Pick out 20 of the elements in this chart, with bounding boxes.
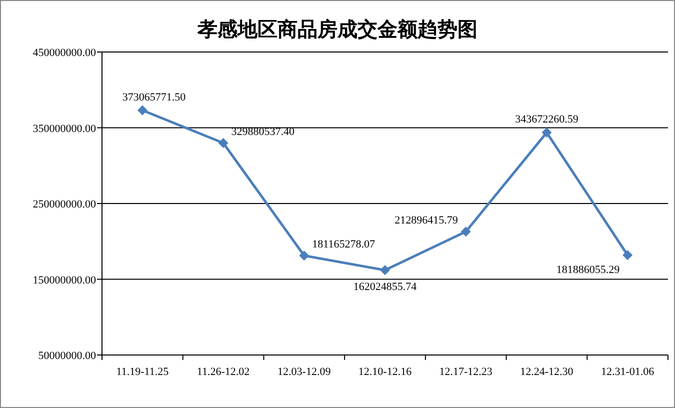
data-label: 343672260.59 xyxy=(515,114,578,126)
xtick: 12.10-12.16 xyxy=(358,366,412,378)
xtick: 11.26-12.02 xyxy=(196,366,250,378)
xtick: 12.17-12.23 xyxy=(439,366,492,378)
ytick: 250000000.00 xyxy=(32,198,96,210)
data-label: 212896415.79 xyxy=(394,214,458,227)
data-label: 329880537.40 xyxy=(231,126,295,138)
data-label: 373065771.50 xyxy=(122,91,186,104)
ytick: 350000000.00 xyxy=(32,122,96,135)
ytick: 450000000.00 xyxy=(32,47,96,59)
data-label: 181886055.29 xyxy=(556,264,620,276)
xtick: 11.19-11.25 xyxy=(116,366,169,378)
xtick: 12.24-12.30 xyxy=(520,366,574,378)
title: 孝感地区商品房成交金额趋势图 xyxy=(198,19,478,41)
ytick: 50000000.00 xyxy=(38,350,96,362)
xtick: 12.03-12.09 xyxy=(278,366,331,378)
data-label: 181165278.07 xyxy=(312,238,375,251)
xtick: 12.31-01.06 xyxy=(600,366,654,378)
ytick: 150000000.00 xyxy=(32,274,96,286)
data-label: 162024855.74 xyxy=(353,281,417,294)
